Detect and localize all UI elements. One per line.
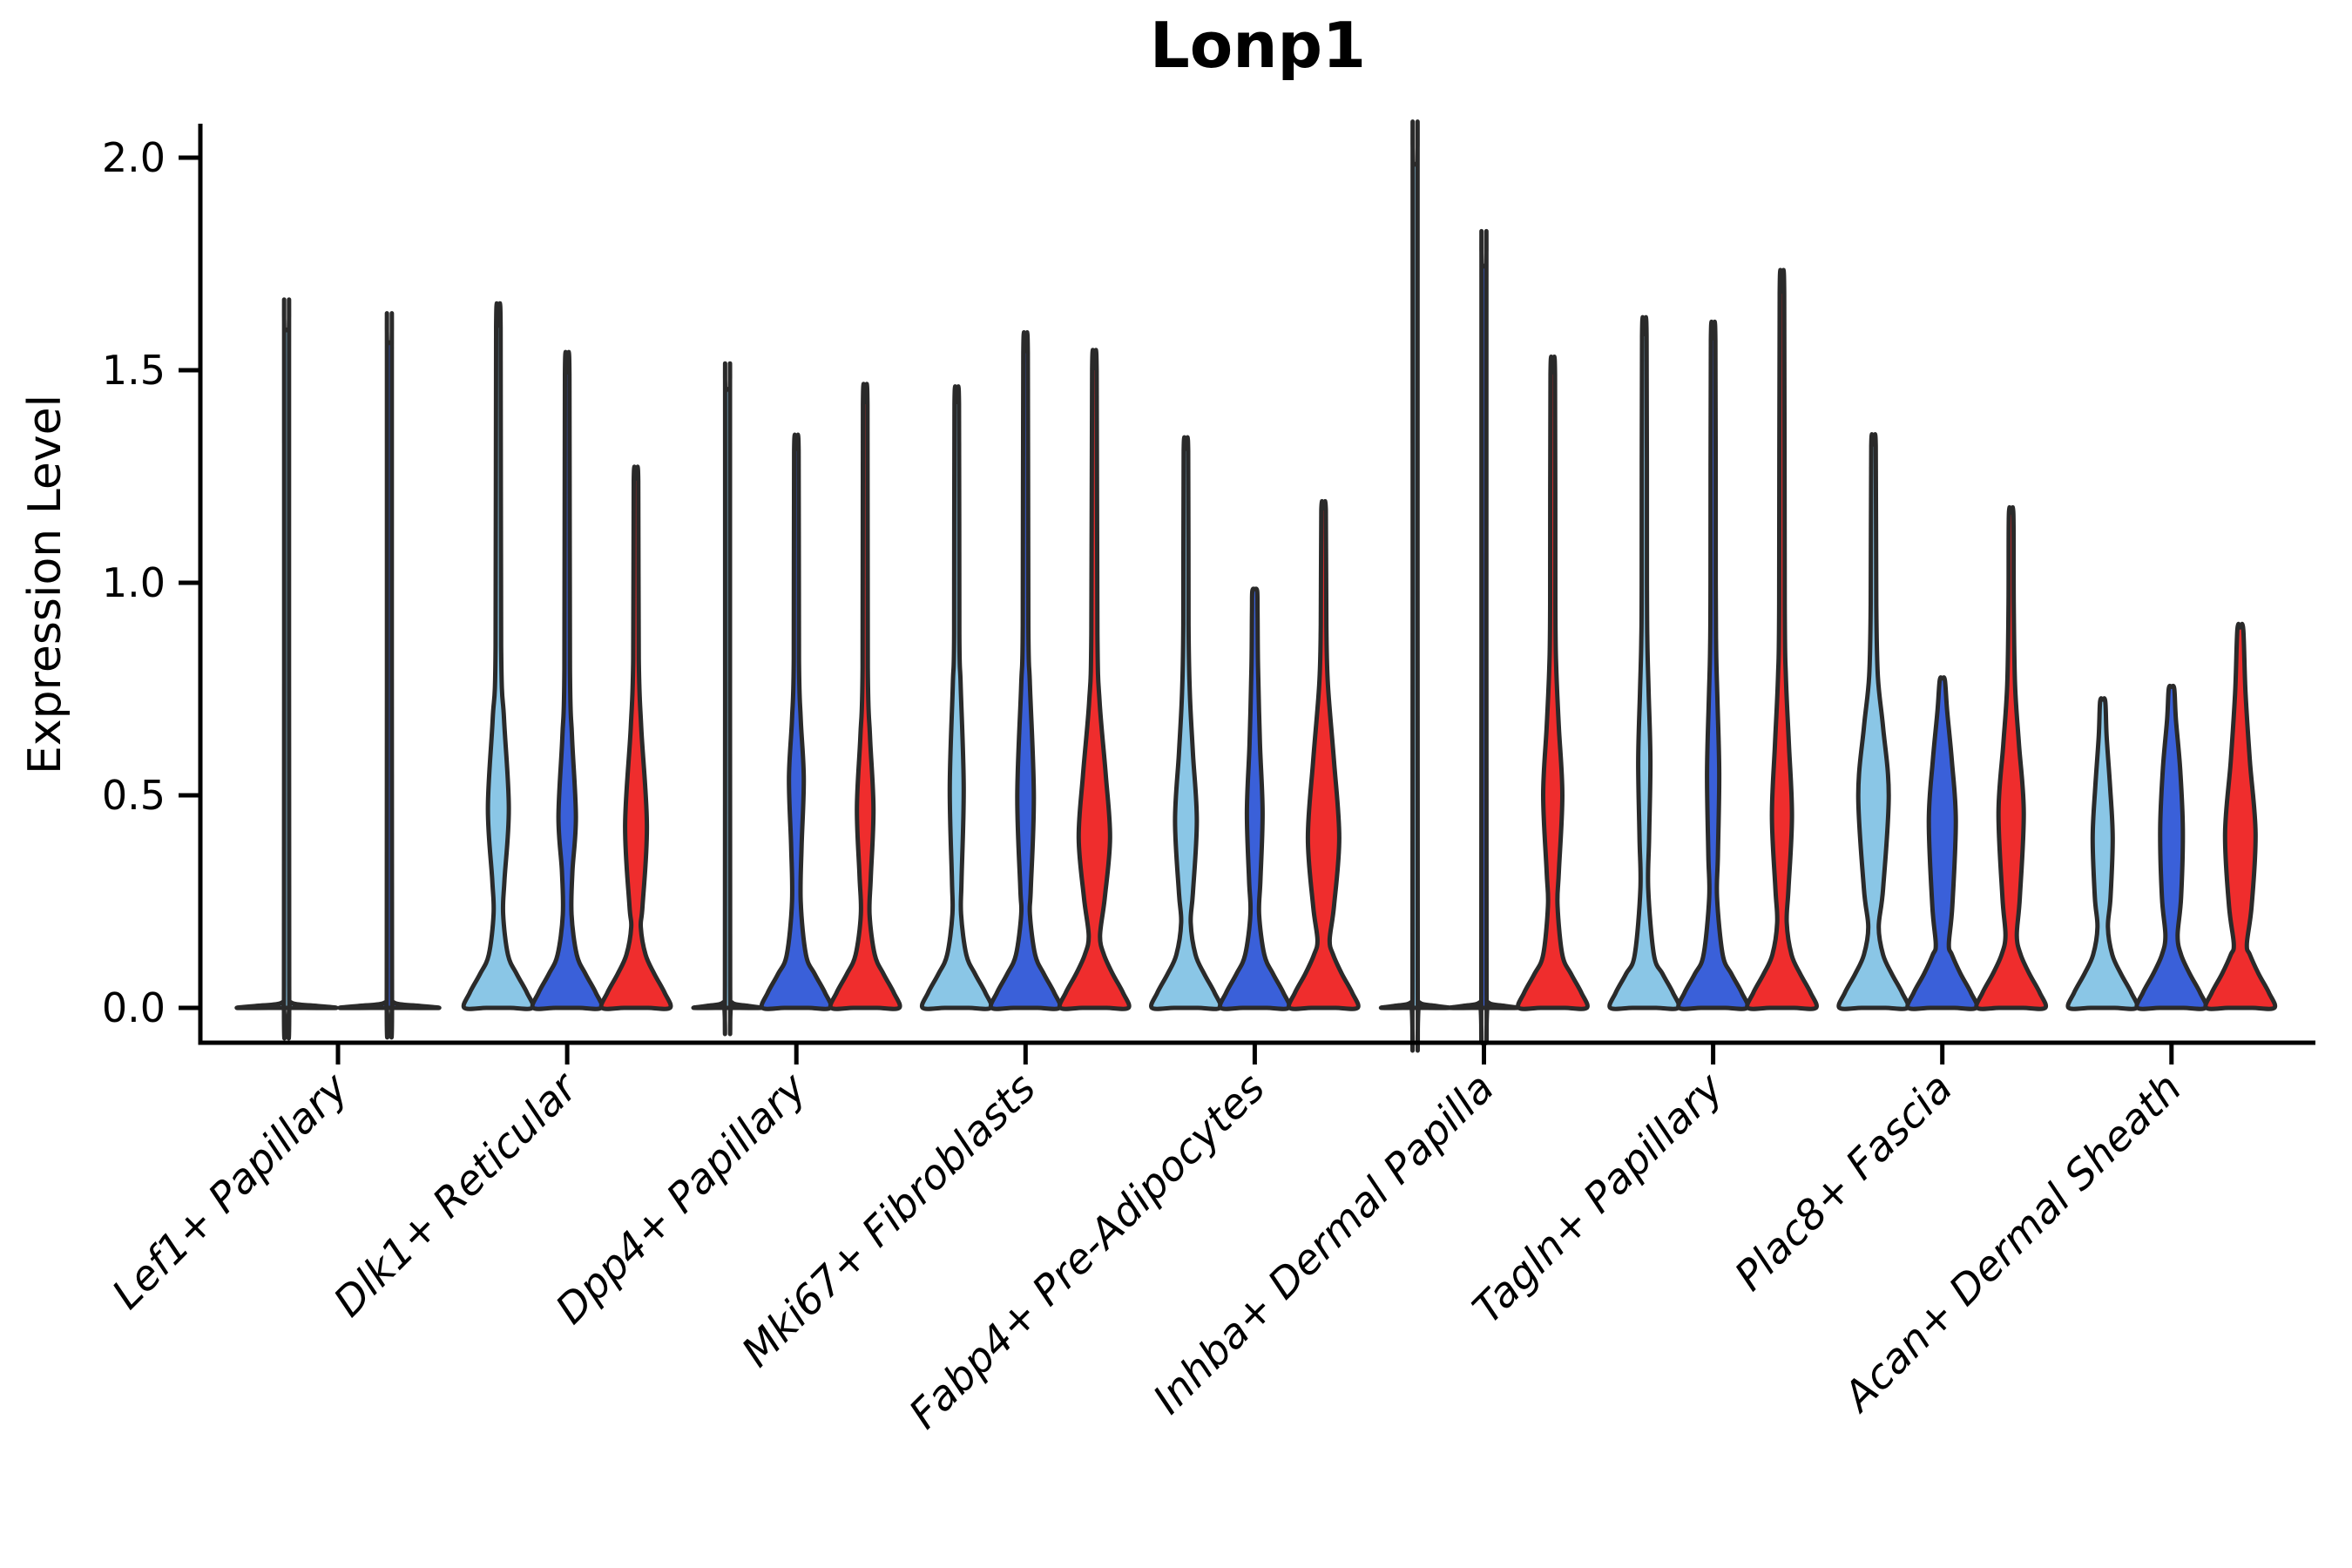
chart-title: Lonp1 [1149, 9, 1367, 82]
violin-mki67-fibroblasts-red [1057, 348, 1132, 1011]
violin-fabp4-pre-adipocytes-light-blue [1149, 435, 1223, 1011]
violin-acan-dermal-sheath-light-blue [2065, 696, 2140, 1011]
violin-lef1-papillary-light-blue [234, 297, 339, 1041]
violin-inhba-dermal-papilla-dark-blue [1447, 228, 1521, 1045]
y-tick-label: 2.0 [102, 134, 166, 181]
violin-mki67-fibroblasts-dark-blue [988, 330, 1063, 1011]
y-tick-label: 1.5 [102, 347, 166, 394]
violin-fabp4-pre-adipocytes-red [1287, 498, 1361, 1011]
violin-inhba-dermal-papilla-red [1516, 355, 1590, 1011]
violin-dpp4-papillary-red [828, 382, 902, 1011]
violin-mki67-fibroblasts-light-blue [919, 384, 994, 1011]
violin-acan-dermal-sheath-red [2203, 621, 2278, 1011]
x-tick-label-plac8-fascia: Plac8+ Fascia [1726, 1064, 1962, 1301]
violin-acan-dermal-sheath-dark-blue [2134, 683, 2209, 1011]
x-tick-label-dlk1-reticular: Dlk1+ Reticular [325, 1063, 589, 1327]
y-tick-label: 0.5 [102, 772, 166, 819]
violin-tagln-papillary-light-blue [1607, 314, 1681, 1011]
y-tick-label: 1.0 [102, 559, 166, 606]
violin-fabp4-pre-adipocytes-dark-blue [1218, 586, 1292, 1011]
violin-dpp4-papillary-light-blue [691, 361, 764, 1037]
violin-lef1-papillary-dark-blue [337, 311, 442, 1040]
violin-plac8-fascia-red [1974, 504, 2049, 1011]
violin-dlk1-reticular-light-blue [461, 301, 536, 1011]
x-tick-label-lef1-papillary: Lef1+ Papillary [103, 1064, 358, 1319]
violin-dpp4-papillary-dark-blue [759, 432, 834, 1011]
violin-plac8-fascia-light-blue [1836, 432, 1911, 1011]
violin-tagln-papillary-dark-blue [1676, 320, 1750, 1011]
violin-inhba-dermal-papilla-light-blue [1378, 119, 1452, 1053]
y-tick-label: 0.0 [102, 984, 166, 1031]
x-tick-label-tagln-papillary: Tagln+ Papillary [1463, 1064, 1734, 1334]
violin-tagln-papillary-red [1745, 267, 1819, 1011]
violin-dlk1-reticular-dark-blue [530, 349, 605, 1011]
violin-plac8-fascia-dark-blue [1905, 675, 1980, 1011]
violin-dlk1-reticular-red [598, 464, 673, 1011]
x-tick-label-dpp4-papillary: Dpp4+ Papillary [547, 1064, 817, 1334]
